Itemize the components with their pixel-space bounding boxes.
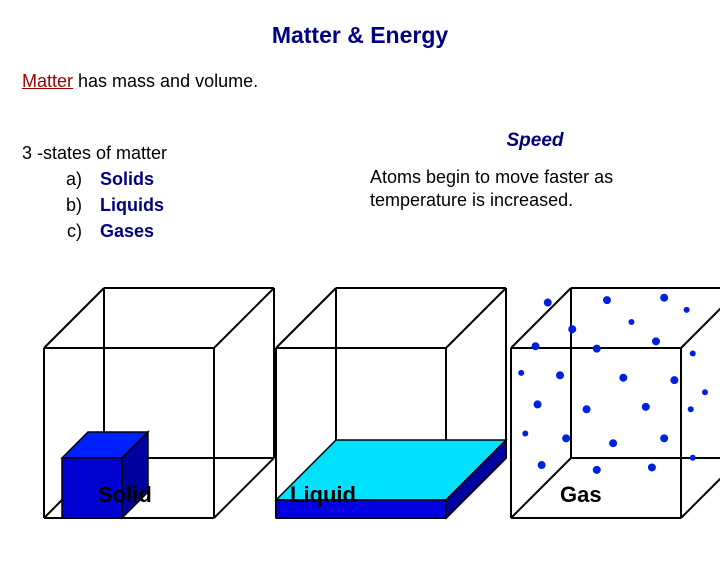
state-label: Liquids — [100, 192, 164, 218]
state-item: a) Solids — [22, 166, 167, 192]
gas-diagram — [505, 282, 720, 524]
subtitle: Matter has mass and volume. — [22, 71, 720, 92]
diagrams-row: Solid Liquid Gas — [0, 282, 720, 542]
subtitle-rest: has mass and volume. — [73, 71, 258, 91]
speed-block: Speed Atoms begin to move faster as temp… — [370, 130, 700, 213]
state-item: b) Liquids — [22, 192, 167, 218]
state-marker: a) — [22, 166, 100, 192]
speed-heading: Speed — [370, 130, 700, 152]
states-block: 3 -states of matter a) Solids b) Liquids… — [22, 140, 167, 244]
caption-gas: Gas — [560, 482, 602, 508]
caption-liquid: Liquid — [290, 482, 356, 508]
caption-solid: Solid — [98, 482, 152, 508]
subtitle-underlined: Matter — [22, 71, 73, 91]
solid-diagram — [38, 282, 280, 524]
speed-body: Atoms begin to move faster as temperatur… — [370, 166, 700, 213]
state-marker: b) — [22, 192, 100, 218]
state-marker: c) — [22, 218, 100, 244]
page-title: Matter & Energy — [0, 22, 720, 49]
state-label: Solids — [100, 166, 154, 192]
state-item: c) Gases — [22, 218, 167, 244]
states-lead: 3 -states of matter — [22, 140, 167, 166]
state-label: Gases — [100, 218, 154, 244]
